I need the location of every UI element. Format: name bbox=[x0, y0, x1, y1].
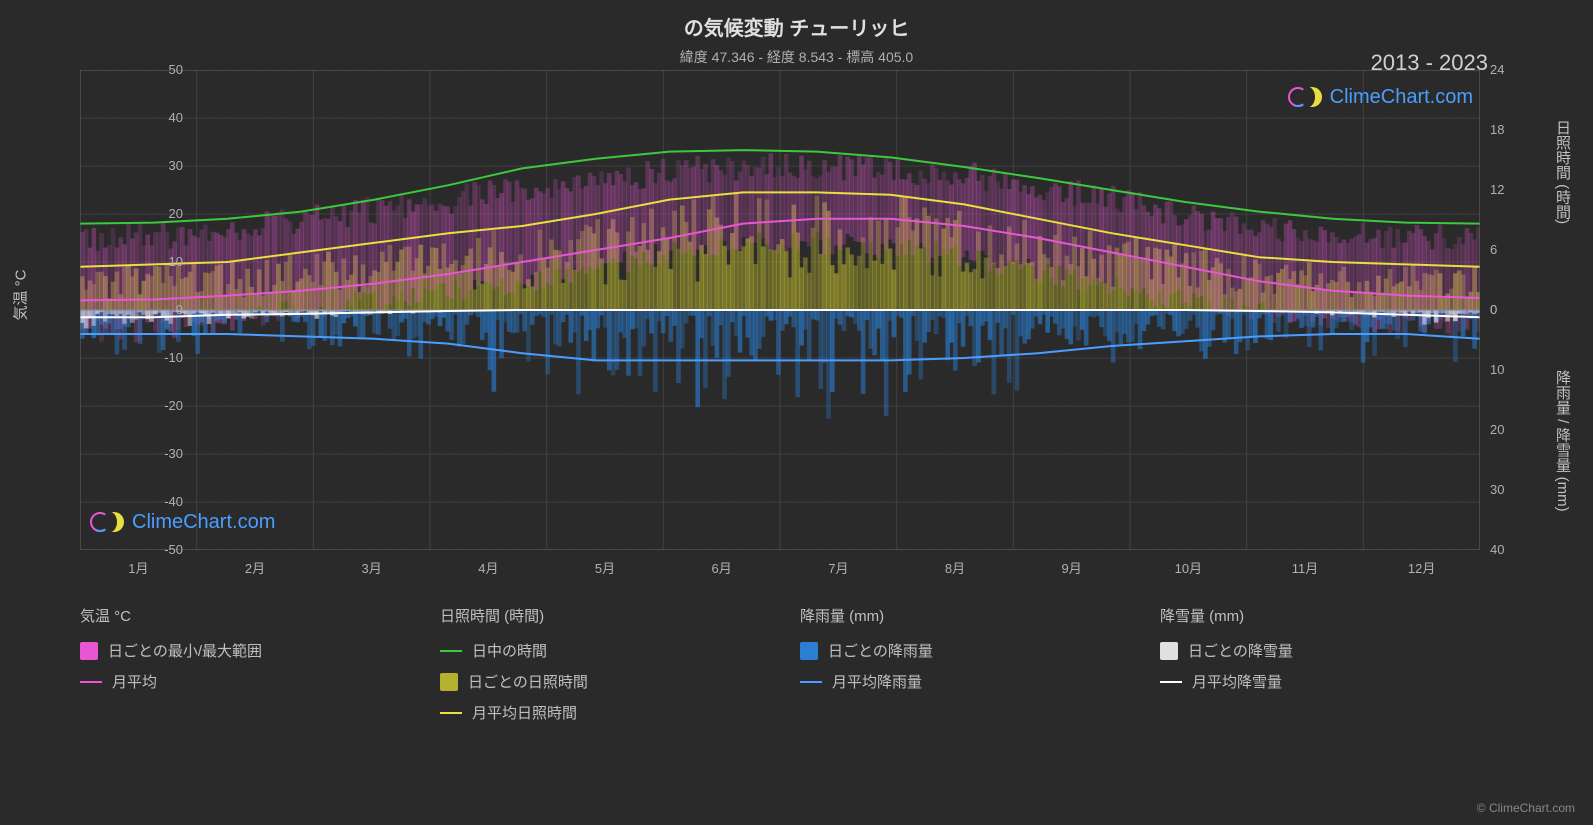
y-tick-left: -40 bbox=[143, 494, 183, 509]
legend-item: 月平均降雪量 bbox=[1160, 671, 1480, 692]
legend-line-icon bbox=[440, 650, 462, 652]
legend-header: 降雪量 (mm) bbox=[1160, 605, 1480, 626]
x-tick-month: 4月 bbox=[478, 558, 498, 577]
y-axis-right-top-label: 日照時間 (時間) bbox=[1552, 120, 1573, 224]
y-tick-left: 40 bbox=[143, 110, 183, 125]
legend-header: 気温 °C bbox=[80, 605, 400, 626]
y-tick-left: 50 bbox=[143, 62, 183, 77]
legend-line-icon bbox=[800, 681, 822, 683]
x-tick-month: 2月 bbox=[245, 558, 265, 577]
chart-subtitle: 緯度 47.346 - 経度 8.543 - 標高 405.0 bbox=[0, 41, 1593, 67]
y-tick-right-bottom: 0 bbox=[1490, 302, 1497, 317]
legend-item: 月平均降雨量 bbox=[800, 671, 1120, 692]
x-tick-month: 5月 bbox=[595, 558, 615, 577]
legend-column: 日照時間 (時間) 日中の時間日ごとの日照時間月平均日照時間 bbox=[440, 605, 760, 733]
watermark-top: ClimeChart.com bbox=[1288, 85, 1473, 109]
legend-label: 月平均降雪量 bbox=[1192, 671, 1282, 692]
legend-item: 月平均 bbox=[80, 671, 400, 692]
x-tick-month: 3月 bbox=[362, 558, 382, 577]
legend-swatch-icon bbox=[1160, 642, 1178, 660]
legend-column: 降雪量 (mm) 日ごとの降雪量月平均降雪量 bbox=[1160, 605, 1480, 733]
x-tick-month: 6月 bbox=[712, 558, 732, 577]
y-tick-left: 30 bbox=[143, 158, 183, 173]
legend-swatch-icon bbox=[440, 673, 458, 691]
watermark-text: ClimeChart.com bbox=[132, 511, 275, 534]
plot-svg bbox=[80, 70, 1480, 550]
y-tick-right-top: 24 bbox=[1490, 62, 1504, 77]
logo-icon bbox=[90, 510, 126, 534]
y-axis-left-label: 気温 °C bbox=[10, 270, 31, 321]
x-tick-month: 11月 bbox=[1292, 558, 1319, 577]
watermark-text: ClimeChart.com bbox=[1330, 86, 1473, 109]
legend-swatch-icon bbox=[80, 642, 98, 660]
y-tick-left: -10 bbox=[143, 350, 183, 365]
legend-label: 日ごとの降雪量 bbox=[1188, 640, 1293, 661]
legend-label: 日中の時間 bbox=[472, 640, 547, 661]
y-tick-left: -50 bbox=[143, 542, 183, 557]
y-tick-right-bottom: 20 bbox=[1490, 422, 1504, 437]
legend-label: 月平均日照時間 bbox=[472, 702, 577, 723]
legend-swatch-icon bbox=[800, 642, 818, 660]
plot-area bbox=[80, 70, 1480, 550]
chart-title: の気候変動 チューリッヒ bbox=[0, 0, 1593, 41]
legend-label: 月平均降雨量 bbox=[832, 671, 922, 692]
legend-line-icon bbox=[1160, 681, 1182, 683]
y-axis-right-bottom-label: 降雨量 / 降雪量 (mm) bbox=[1552, 370, 1573, 512]
y-tick-left: -20 bbox=[143, 398, 183, 413]
x-tick-month: 10月 bbox=[1175, 558, 1202, 577]
logo-icon bbox=[1288, 85, 1324, 109]
y-tick-left: 20 bbox=[143, 206, 183, 221]
x-tick-month: 9月 bbox=[1062, 558, 1082, 577]
y-tick-right-bottom: 30 bbox=[1490, 482, 1504, 497]
y-tick-right-top: 18 bbox=[1490, 122, 1504, 137]
x-tick-month: 12月 bbox=[1408, 558, 1435, 577]
legend-label: 日ごとの降雨量 bbox=[828, 640, 933, 661]
legend-line-icon bbox=[80, 681, 102, 683]
x-tick-month: 7月 bbox=[828, 558, 848, 577]
legend-header: 降雨量 (mm) bbox=[800, 605, 1120, 626]
climate-chart: の気候変動 チューリッヒ 緯度 47.346 - 経度 8.543 - 標高 4… bbox=[0, 0, 1593, 825]
copyright-text: © ClimeChart.com bbox=[1477, 801, 1575, 815]
legend-line-icon bbox=[440, 712, 462, 714]
legend-item: 日ごとの降雨量 bbox=[800, 640, 1120, 661]
legend-label: 月平均 bbox=[112, 671, 157, 692]
legend-item: 日ごとの降雪量 bbox=[1160, 640, 1480, 661]
legend: 気温 °C 日ごとの最小/最大範囲月平均 日照時間 (時間) 日中の時間日ごとの日照時… bbox=[80, 605, 1480, 733]
legend-item: 月平均日照時間 bbox=[440, 702, 760, 723]
x-tick-month: 8月 bbox=[945, 558, 965, 577]
legend-label: 日ごとの最小/最大範囲 bbox=[108, 640, 262, 661]
y-tick-right-top: 12 bbox=[1490, 182, 1504, 197]
y-tick-right-bottom: 10 bbox=[1490, 362, 1504, 377]
legend-column: 気温 °C 日ごとの最小/最大範囲月平均 bbox=[80, 605, 400, 733]
legend-item: 日ごとの日照時間 bbox=[440, 671, 760, 692]
legend-label: 日ごとの日照時間 bbox=[468, 671, 588, 692]
legend-header: 日照時間 (時間) bbox=[440, 605, 760, 626]
y-tick-left: 10 bbox=[143, 254, 183, 269]
y-tick-right-bottom: 40 bbox=[1490, 542, 1504, 557]
x-tick-month: 1月 bbox=[128, 558, 148, 577]
y-tick-left: 0 bbox=[143, 302, 183, 317]
legend-item: 日中の時間 bbox=[440, 640, 760, 661]
y-tick-left: -30 bbox=[143, 446, 183, 461]
legend-column: 降雨量 (mm) 日ごとの降雨量月平均降雨量 bbox=[800, 605, 1120, 733]
legend-item: 日ごとの最小/最大範囲 bbox=[80, 640, 400, 661]
y-tick-right-top: 6 bbox=[1490, 242, 1497, 257]
watermark-bottom: ClimeChart.com bbox=[90, 510, 275, 534]
